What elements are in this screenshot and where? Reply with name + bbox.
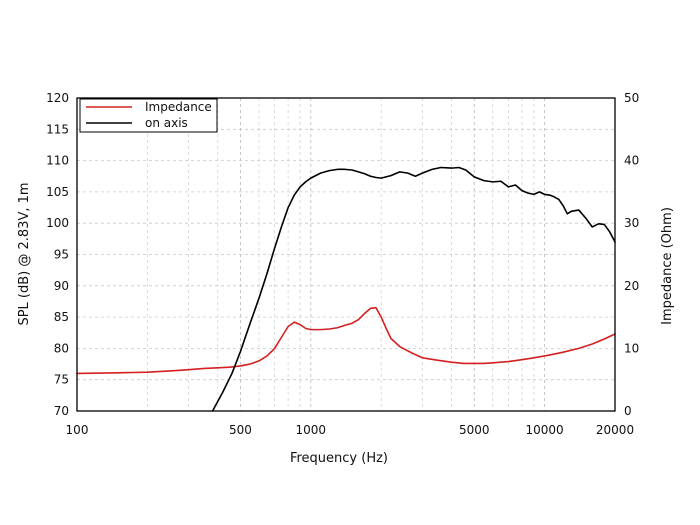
y2-tick-label: 50 bbox=[624, 91, 639, 105]
y2-tick-label: 0 bbox=[624, 404, 632, 418]
legend-box bbox=[79, 98, 218, 133]
y-tick-label: 120 bbox=[46, 91, 69, 105]
grid bbox=[77, 98, 615, 411]
y2-tick-label: 40 bbox=[624, 154, 639, 168]
x-tick-label: 1000 bbox=[296, 423, 327, 437]
y2-tick-label: 30 bbox=[624, 216, 639, 230]
x-tick-label: 10000 bbox=[526, 423, 564, 437]
y2-tick-label: 20 bbox=[624, 279, 639, 293]
series-line-on-axis bbox=[211, 166, 616, 412]
y-tick-label: 105 bbox=[46, 185, 69, 199]
y-tick-label: 70 bbox=[54, 404, 69, 418]
x-axis-label: Frequency (Hz) bbox=[290, 451, 388, 466]
y-tick-label: 85 bbox=[54, 310, 69, 324]
x-tick-labels: 100 500 1000 5000 10000 20000 bbox=[66, 423, 635, 437]
y-tick-label: 80 bbox=[54, 341, 69, 355]
y-tick-label: 95 bbox=[54, 248, 69, 262]
x-tick-label: 100 bbox=[66, 423, 89, 437]
y-tick-labels: 70 75 80 85 90 95 100 105 110 115 120 bbox=[46, 91, 69, 418]
plot-frame bbox=[76, 97, 616, 412]
legend-label-on-axis: on axis bbox=[145, 116, 188, 130]
y2-tick-label: 10 bbox=[624, 341, 639, 355]
y-tick-label: 75 bbox=[54, 373, 69, 387]
x-tick-label: 5000 bbox=[459, 423, 490, 437]
legend: Impedance on axis bbox=[79, 98, 218, 133]
y-tick-label: 110 bbox=[46, 154, 69, 168]
x-tick-label: 20000 bbox=[596, 423, 634, 437]
series-line-impedance bbox=[76, 306, 616, 375]
y2-tick-labels: 0 10 20 30 40 50 bbox=[624, 91, 639, 418]
y2-axis-label: Impedance (Ohm) bbox=[660, 207, 675, 325]
series-lines bbox=[76, 166, 616, 412]
legend-label-impedance: Impedance bbox=[145, 100, 212, 114]
y-tick-label: 90 bbox=[54, 279, 69, 293]
x-tick-label: 500 bbox=[229, 423, 252, 437]
y-tick-label: 115 bbox=[46, 122, 69, 136]
y-tick-label: 100 bbox=[46, 216, 69, 230]
y-axis-label: SPL (dB) @ 2.83V, 1m bbox=[17, 182, 32, 325]
